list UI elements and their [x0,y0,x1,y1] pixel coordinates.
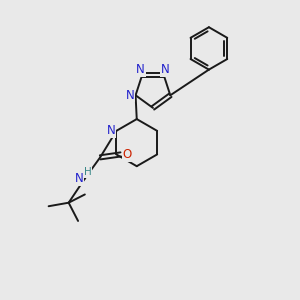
Text: O: O [123,148,132,161]
Text: N: N [126,89,135,102]
Text: H: H [84,167,92,177]
Text: N: N [75,172,83,185]
Text: N: N [136,63,145,76]
Text: N: N [161,63,170,76]
Text: N: N [107,124,116,137]
